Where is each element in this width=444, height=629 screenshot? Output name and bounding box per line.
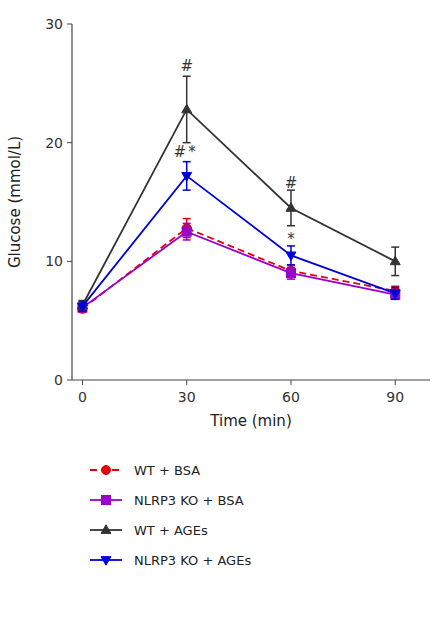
legend-marker xyxy=(101,557,111,566)
x-tick-label: 0 xyxy=(78,389,87,405)
y-tick-label: 10 xyxy=(45,253,63,269)
y-tick-label: 30 xyxy=(45,16,63,32)
error-bar xyxy=(183,223,191,240)
data-point xyxy=(286,252,296,261)
error-cap xyxy=(78,301,86,303)
x-tick xyxy=(395,380,396,385)
series-line xyxy=(82,176,395,307)
series xyxy=(77,76,400,310)
y-tick xyxy=(67,261,72,262)
y-axis-line xyxy=(71,24,72,380)
annotation: # xyxy=(180,57,193,75)
legend-label: NLRP3 KO + AGEs xyxy=(134,553,251,568)
error-cap xyxy=(183,239,191,241)
series xyxy=(77,162,400,312)
x-tick xyxy=(290,380,291,385)
legend-marker xyxy=(102,496,111,505)
legend-item: NLRP3 KO + BSA xyxy=(90,493,244,508)
annotation: * xyxy=(188,143,196,161)
series-line xyxy=(82,232,395,308)
data-point xyxy=(182,227,191,236)
annotation: # xyxy=(173,143,186,161)
data-point xyxy=(286,203,296,212)
y-tick xyxy=(67,380,72,381)
error-cap xyxy=(391,246,399,248)
error-bar xyxy=(287,190,295,226)
error-cap xyxy=(183,218,191,220)
annotation: # xyxy=(285,174,298,192)
x-tick xyxy=(82,380,83,385)
y-tick-label: 0 xyxy=(54,372,63,388)
error-cap xyxy=(287,225,295,227)
error-cap xyxy=(287,278,295,280)
x-axis-label: Time (min) xyxy=(209,412,291,430)
error-cap xyxy=(391,275,399,277)
data-point xyxy=(390,256,400,265)
error-cap xyxy=(287,267,295,269)
error-bar xyxy=(287,265,295,277)
error-cap xyxy=(391,287,399,289)
x-tick xyxy=(186,380,187,385)
x-tick-label: 30 xyxy=(178,389,196,405)
x-axis-line xyxy=(72,379,430,380)
data-point xyxy=(182,173,192,182)
error-bar xyxy=(391,247,399,275)
error-bar xyxy=(391,287,399,299)
data-point xyxy=(77,303,87,312)
x-tick-label: 90 xyxy=(386,389,404,405)
legend-item: NLRP3 KO + AGEs xyxy=(90,553,251,568)
chart: 0 30 60 90 0 10 20 30 Time (min) Glucose (mmol/L)… xyxy=(0,0,444,629)
y-tick-label: 20 xyxy=(45,135,63,151)
legend-marker xyxy=(102,466,111,475)
legend-label: WT + AGEs xyxy=(134,523,208,538)
error-cap xyxy=(183,75,191,77)
error-cap xyxy=(183,223,191,225)
error-cap xyxy=(183,189,191,191)
x-tick-label: 60 xyxy=(282,389,300,405)
error-bar xyxy=(183,219,191,238)
error-bar xyxy=(287,267,295,279)
data-point xyxy=(182,104,192,113)
data-point xyxy=(391,290,400,299)
series xyxy=(78,223,400,312)
series-line xyxy=(82,228,395,309)
error-cap xyxy=(287,264,295,266)
y-axis-label: Glucose (mmol/L) xyxy=(6,136,24,268)
plot-data xyxy=(77,76,400,313)
annotation: * xyxy=(287,230,295,248)
error-cap xyxy=(183,161,191,163)
legend-marker xyxy=(101,525,111,534)
error-bar xyxy=(183,162,191,190)
y-tick xyxy=(67,142,72,143)
series xyxy=(78,219,400,314)
legend: WT + BSA NLRP3 KO + BSA WT + AGEs NLRP3 KO … xyxy=(90,463,251,568)
error-bar xyxy=(183,76,191,142)
y-tick xyxy=(67,24,72,25)
legend-label: WT + BSA xyxy=(134,463,200,478)
data-point xyxy=(286,269,295,278)
legend-item: WT + AGEs xyxy=(90,523,208,538)
error-bar xyxy=(78,302,86,311)
error-bar xyxy=(287,246,295,265)
error-bar xyxy=(391,290,399,299)
legend-label: NLRP3 KO + BSA xyxy=(134,493,244,508)
data-point xyxy=(390,290,400,299)
legend-item: WT + BSA xyxy=(90,463,200,478)
error-cap xyxy=(287,264,295,266)
